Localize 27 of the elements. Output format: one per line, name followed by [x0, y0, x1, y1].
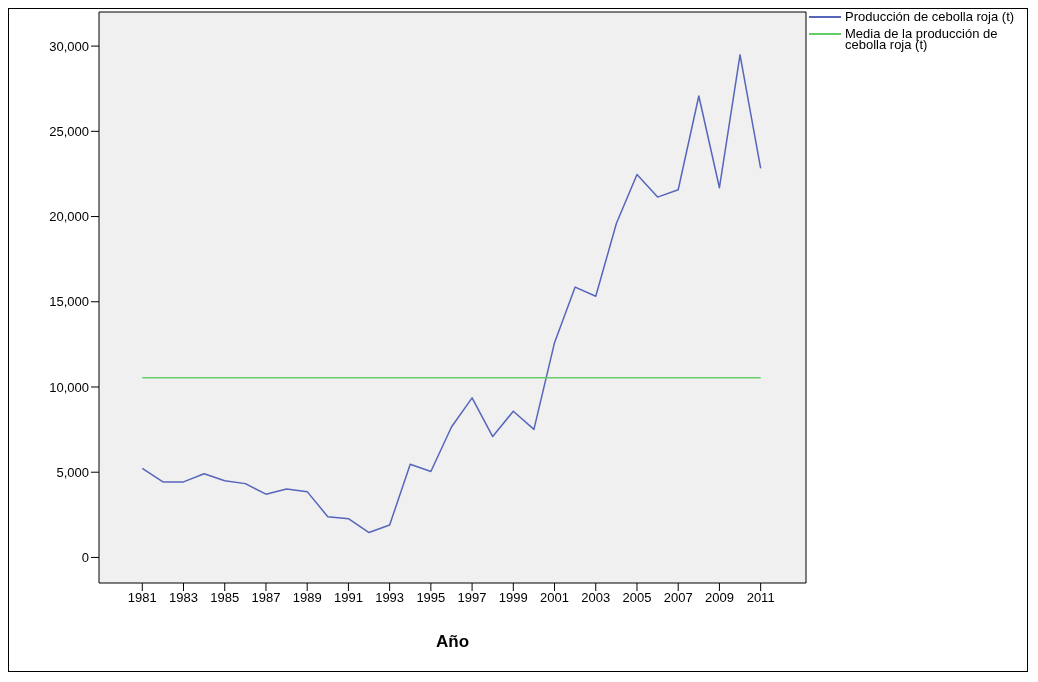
- y-tick-label: 20,000: [49, 209, 89, 225]
- y-tick-label: 15,000: [49, 294, 89, 310]
- x-tick-label: 1997: [457, 590, 487, 606]
- x-tick-label: 1987: [251, 590, 281, 606]
- legend-label: Media de la producción de cebolla roja (t): [845, 26, 999, 52]
- x-tick-label: 2009: [704, 590, 734, 606]
- line-series: [141, 54, 762, 534]
- y-tick-label: 30,000: [49, 38, 89, 54]
- y-tick-label: 25,000: [49, 123, 89, 139]
- x-tick-label: 1991: [333, 590, 363, 606]
- x-tick-label: 2011: [746, 590, 775, 606]
- x-tick-label: 2007: [663, 590, 693, 606]
- x-tick-label: 1995: [416, 590, 446, 606]
- x-tick-label: 2003: [581, 590, 611, 606]
- legend-label: Producción de cebolla roja (t): [845, 9, 1015, 24]
- x-tick-label: 2005: [622, 590, 652, 606]
- x-tick-label: 1993: [375, 590, 405, 606]
- x-tick-label: 1989: [292, 590, 322, 606]
- y-tick-label: 0: [81, 550, 89, 566]
- x-tick-label: 1985: [210, 590, 240, 606]
- x-axis-title: Año: [435, 632, 470, 651]
- x-tick-label: 1999: [498, 590, 528, 606]
- x-tick-label: 2001: [540, 590, 569, 606]
- y-tick-label: 5,000: [56, 464, 89, 480]
- x-tick-label: 1983: [169, 590, 198, 606]
- x-tick-label: 1981: [127, 590, 157, 606]
- y-tick-label: 10,000: [49, 379, 89, 395]
